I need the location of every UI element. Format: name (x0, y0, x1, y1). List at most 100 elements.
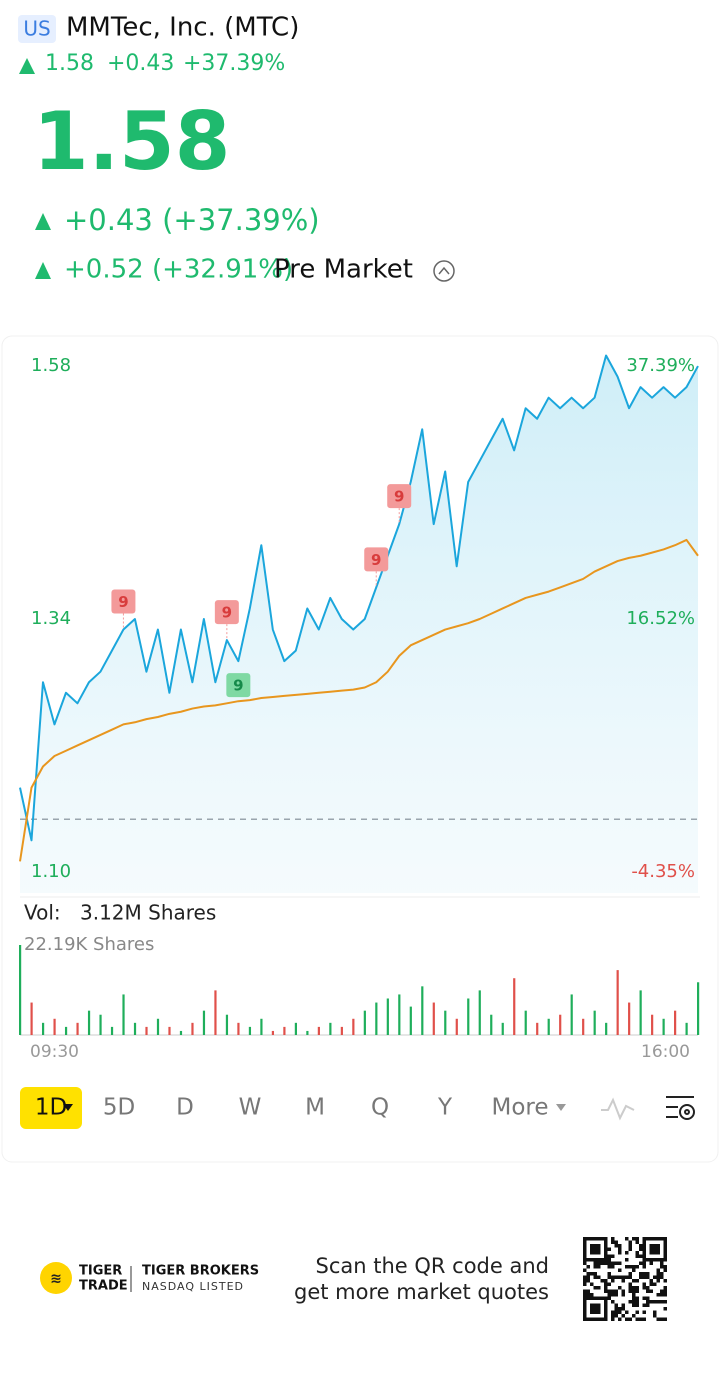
qr-cell (611, 1254, 615, 1258)
qr-cell (642, 1261, 646, 1265)
qr-cell (618, 1275, 622, 1279)
qr-cell (625, 1317, 629, 1321)
logo (40, 1262, 72, 1294)
volume-bar (409, 1006, 412, 1035)
tab[interactable]: 1D (35, 1095, 67, 1121)
qr-cell (635, 1279, 639, 1283)
qr-cell (586, 1289, 590, 1293)
qr-cell (642, 1296, 646, 1300)
collapse-icon[interactable] (433, 260, 455, 282)
qr-cell (653, 1310, 657, 1314)
qr-cell (663, 1265, 667, 1269)
qr-cell (583, 1261, 587, 1265)
qr-cell (607, 1272, 611, 1276)
qr-cell (649, 1289, 653, 1293)
qr-cell (614, 1310, 618, 1314)
brand: TIGER BROKERS (142, 1264, 259, 1279)
qr-cell (593, 1275, 597, 1279)
qr-cell (628, 1272, 632, 1276)
y-tick-label: 1.34 (31, 608, 71, 629)
tab[interactable]: Y (437, 1095, 453, 1121)
tab[interactable]: Q (371, 1095, 389, 1121)
qr-cell (663, 1268, 667, 1272)
change: +0.43 (+37.39%) (64, 203, 320, 237)
qr-cell (618, 1310, 622, 1314)
header-price: 1.58 (45, 51, 94, 76)
qr-cell (635, 1254, 639, 1258)
tab[interactable]: W (239, 1095, 262, 1121)
qr-cell (660, 1293, 664, 1297)
volume-bar (19, 945, 22, 1035)
volume-bar (628, 1002, 631, 1035)
qr-cell (628, 1282, 632, 1286)
qr-cell (583, 1279, 587, 1283)
settings-icon[interactable] (666, 1096, 695, 1120)
qr-cell (628, 1286, 632, 1290)
volume-bar (202, 1010, 206, 1035)
qr-cell (607, 1289, 611, 1293)
qr-cell (649, 1282, 653, 1286)
qr-cell (635, 1317, 639, 1321)
volume-bar (570, 994, 573, 1035)
qr-finder-core (649, 1244, 660, 1255)
qr-cell (660, 1317, 664, 1321)
qr-cell (621, 1279, 625, 1283)
qr-cell (663, 1300, 667, 1304)
annotation-badge (226, 673, 251, 698)
qr-cell (642, 1275, 646, 1279)
scan-text: get more market quotes (294, 1280, 549, 1304)
volume-bars (19, 945, 700, 1036)
qr-cell (635, 1286, 639, 1290)
tab[interactable]: 5D (103, 1095, 135, 1121)
qr-cell (611, 1289, 615, 1293)
tab[interactable]: M (305, 1095, 325, 1121)
qr-cell (621, 1289, 625, 1293)
qr-cell (583, 1289, 587, 1293)
volume-bar (122, 994, 125, 1035)
volume-bar (478, 990, 481, 1035)
chevron (438, 266, 450, 275)
qr-cell (611, 1279, 615, 1283)
qr-cell (646, 1300, 650, 1304)
tab[interactable]: More (491, 1095, 548, 1121)
qr-cell (649, 1300, 653, 1304)
qr-cell (618, 1268, 622, 1272)
qr-cell (653, 1275, 657, 1279)
qr-cell (607, 1293, 611, 1297)
premarket-label[interactable]: Pre Market (274, 255, 413, 285)
qr-cell (635, 1310, 639, 1314)
volume-bar (674, 1010, 677, 1035)
qr-cell (618, 1317, 622, 1321)
volume-bar (237, 1022, 240, 1035)
qr-cell (611, 1275, 615, 1279)
qr-cell (614, 1275, 618, 1279)
qr-cell (614, 1261, 618, 1265)
qr-cell (597, 1275, 601, 1279)
qr-cell (639, 1247, 643, 1251)
qr-cell (646, 1303, 650, 1307)
qr-cell (632, 1300, 636, 1304)
volume-bar (559, 1014, 562, 1035)
qr-cell (663, 1286, 667, 1290)
qr-cell (632, 1296, 636, 1300)
qr-cell (597, 1261, 601, 1265)
volume-bar (398, 994, 401, 1035)
qr-cell (607, 1282, 611, 1286)
volume-bar (651, 1014, 654, 1035)
volume-bar (467, 998, 470, 1035)
qr-cell (635, 1237, 639, 1241)
qr-cell (607, 1261, 611, 1265)
qr-cell (646, 1289, 650, 1293)
qr-cell (628, 1240, 632, 1244)
qr-finder-core (590, 1244, 601, 1255)
volume-bar (99, 1014, 102, 1035)
qr-cell (590, 1293, 594, 1297)
qr-cell (586, 1265, 590, 1269)
qr-cell (656, 1317, 660, 1321)
qr-cell (590, 1282, 594, 1286)
qr-cell (649, 1279, 653, 1283)
indicator-icon[interactable] (601, 1097, 635, 1121)
listing: NASDAQ LISTED (142, 1280, 244, 1293)
volume-bar (386, 998, 389, 1035)
tab[interactable]: D (176, 1095, 194, 1121)
